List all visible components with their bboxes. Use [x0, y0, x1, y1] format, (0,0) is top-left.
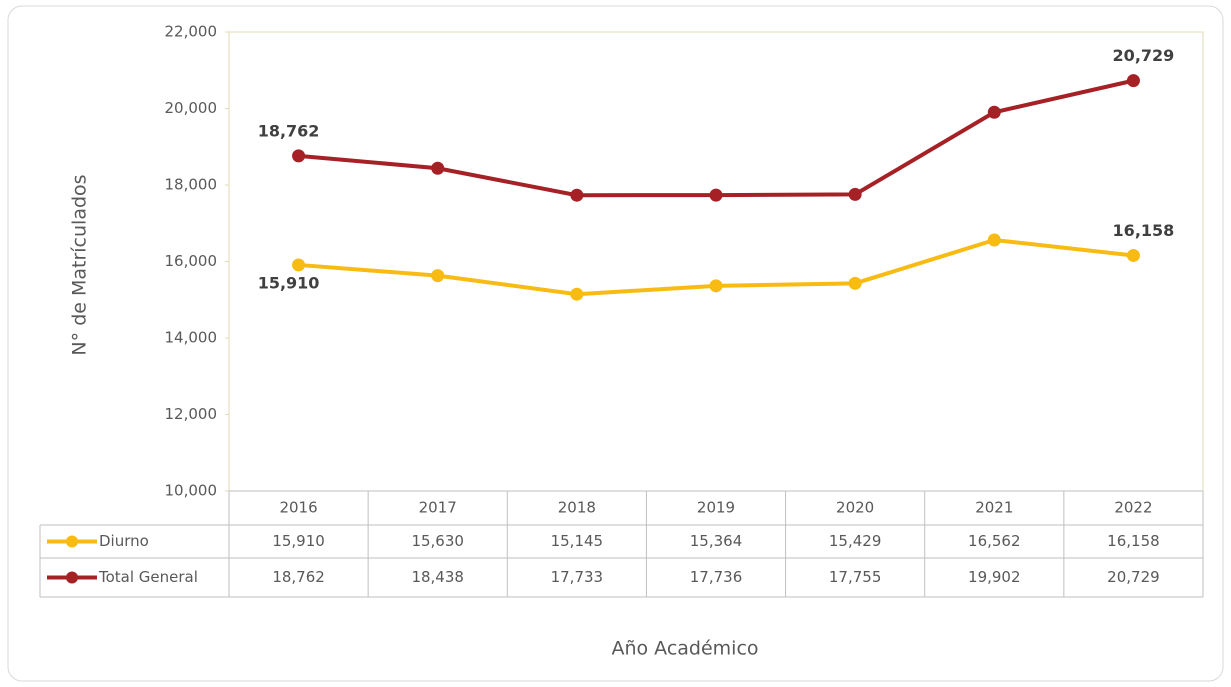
table-cell: 16,158	[1107, 532, 1160, 550]
marker	[292, 258, 306, 272]
x-tick-label: 2016	[279, 499, 317, 517]
table-cell: 19,902	[968, 568, 1021, 586]
table-cell: 15,364	[690, 532, 743, 550]
x-axis-title: Año Académico	[611, 638, 758, 660]
marker	[570, 287, 584, 301]
marker	[987, 105, 1001, 119]
y-tick-label: 22,000	[165, 23, 218, 41]
y-tick-label: 12,000	[165, 405, 218, 423]
table-cell: 18,762	[272, 568, 325, 586]
marker	[848, 187, 862, 201]
marker	[431, 161, 445, 175]
marker	[709, 188, 723, 202]
y-tick-label: 10,000	[165, 482, 218, 500]
data-label: 20,729	[1113, 46, 1175, 65]
table-cell: 17,736	[690, 568, 743, 586]
data-label: 18,762	[258, 121, 320, 140]
legend-label: Total General	[98, 568, 198, 586]
table-cell: 18,438	[411, 568, 464, 586]
legend-marker	[66, 571, 78, 584]
y-tick-label: 20,000	[165, 99, 218, 117]
marker	[292, 149, 306, 163]
x-tick-label: 2021	[975, 499, 1013, 517]
table-cell: 17,755	[829, 568, 882, 586]
x-tick-label: 2020	[836, 499, 874, 517]
table-cell: 15,630	[411, 532, 464, 550]
chart-frame	[7, 5, 1224, 682]
table-cell: 20,729	[1107, 568, 1160, 586]
table-cell: 15,910	[272, 532, 325, 550]
table-cell: 17,733	[551, 568, 604, 586]
legend-marker	[66, 535, 78, 548]
x-tick-label: 2017	[419, 499, 457, 517]
marker	[1126, 248, 1140, 262]
table-cell: 15,145	[551, 532, 604, 550]
marker	[987, 233, 1001, 247]
marker	[570, 188, 584, 202]
marker	[709, 279, 723, 293]
marker	[1126, 74, 1140, 88]
data-label: 15,910	[258, 273, 320, 292]
y-tick-label: 18,000	[165, 176, 218, 194]
x-tick-label: 2019	[697, 499, 735, 517]
data-label: 16,158	[1113, 221, 1175, 240]
table-cell: 16,562	[968, 532, 1021, 550]
y-axis-title: N° de Matrículados	[69, 174, 91, 355]
table-cell: 15,429	[829, 532, 882, 550]
y-tick-label: 16,000	[165, 252, 218, 270]
y-tick-label: 14,000	[165, 329, 218, 347]
marker	[431, 269, 445, 283]
legend-label: Diurno	[99, 532, 149, 550]
x-tick-label: 2018	[558, 499, 596, 517]
x-tick-label: 2022	[1114, 499, 1152, 517]
marker	[848, 276, 862, 290]
